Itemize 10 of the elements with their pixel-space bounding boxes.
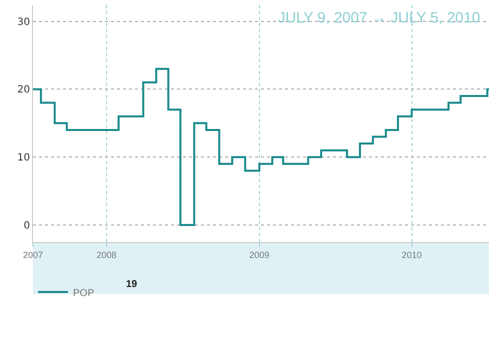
- y-tick-label: 0: [24, 220, 30, 232]
- y-tick-label: 30: [17, 16, 30, 28]
- y-tick-label: 20: [17, 84, 30, 96]
- x-tick-label: 2008: [96, 250, 117, 260]
- text: 19: [126, 279, 138, 290]
- x-tick-label: 2007: [22, 250, 44, 260]
- x-tick-label: 2009: [249, 250, 270, 260]
- y-tick-label: 10: [17, 152, 30, 164]
- x-tick-label: 2010: [402, 250, 422, 260]
- legend-label: POP: [73, 288, 94, 299]
